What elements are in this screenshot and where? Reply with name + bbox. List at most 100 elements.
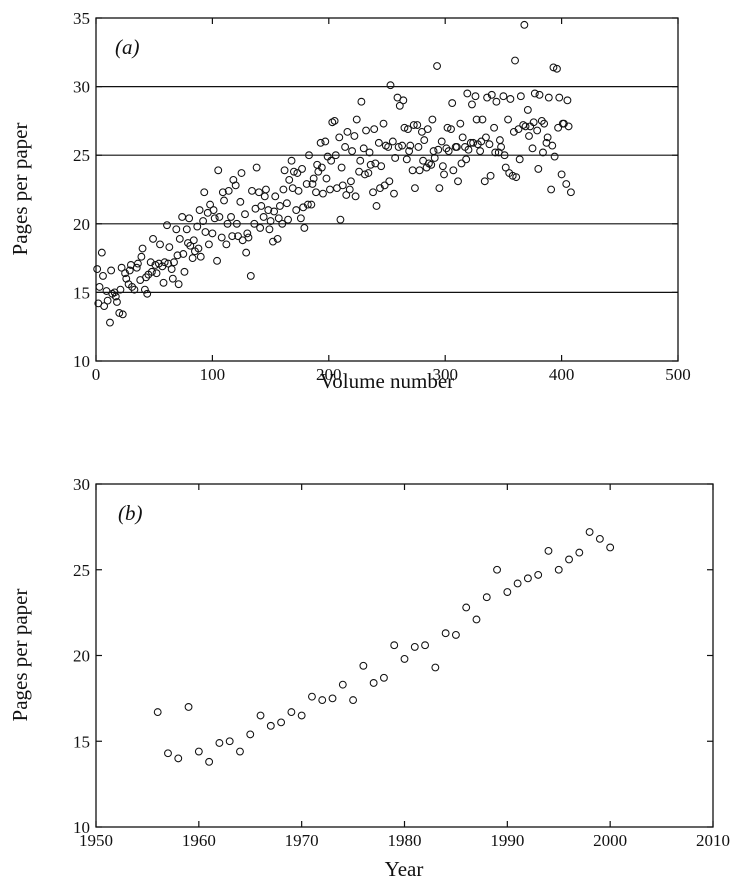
data-point xyxy=(266,217,275,225)
data-point xyxy=(520,20,529,29)
data-point xyxy=(495,136,504,145)
data-point xyxy=(452,143,461,151)
data-point xyxy=(356,156,365,165)
data-point xyxy=(511,56,519,65)
panel-a-x-ticks xyxy=(95,18,679,361)
panel-a-y-ticks xyxy=(96,17,678,362)
data-point xyxy=(562,180,571,188)
data-point xyxy=(152,269,161,278)
data-point xyxy=(321,137,330,146)
data-point xyxy=(566,188,575,197)
data-point xyxy=(270,207,279,216)
data-point xyxy=(99,272,107,280)
data-point xyxy=(133,259,142,268)
data-point xyxy=(153,708,162,717)
data-point xyxy=(493,565,501,574)
data-point xyxy=(486,171,495,180)
data-point xyxy=(409,121,418,129)
data-point xyxy=(232,219,241,228)
data-point xyxy=(168,274,177,283)
data-point xyxy=(208,229,217,238)
data-point xyxy=(330,116,339,125)
data-point xyxy=(395,101,404,110)
panel-b-letter: b xyxy=(125,501,136,525)
data-point xyxy=(107,266,116,275)
data-point xyxy=(130,285,139,294)
data-point xyxy=(530,89,539,98)
data-point xyxy=(266,721,275,730)
data-point xyxy=(214,166,223,175)
data-point xyxy=(205,757,214,766)
data-point xyxy=(273,234,282,243)
data-point xyxy=(188,254,197,263)
data-point xyxy=(525,132,533,140)
x-tick-label: 300 xyxy=(432,365,458,384)
data-point xyxy=(234,232,242,241)
data-point xyxy=(111,292,120,301)
data-point xyxy=(504,115,512,124)
panel-b: 1950 1960 1970 1980 1990 2000 2010 1015202530 … xyxy=(8,475,730,881)
data-point xyxy=(528,144,537,153)
data-point xyxy=(472,115,481,124)
data-point xyxy=(540,119,549,128)
data-point xyxy=(170,258,178,267)
data-point xyxy=(223,219,232,228)
data-point xyxy=(491,148,500,157)
data-point xyxy=(256,711,265,720)
data-point xyxy=(388,137,397,146)
data-point xyxy=(265,225,274,234)
data-point xyxy=(222,240,231,249)
data-point xyxy=(404,125,412,134)
data-point xyxy=(305,151,313,160)
data-point xyxy=(533,126,542,135)
data-point xyxy=(231,181,240,190)
data-point xyxy=(585,528,594,536)
data-point xyxy=(554,123,563,132)
data-point xyxy=(316,138,325,147)
data-point xyxy=(478,115,487,124)
data-point xyxy=(398,141,407,150)
data-point xyxy=(429,147,438,156)
data-point xyxy=(106,318,114,327)
data-point xyxy=(544,93,553,102)
data-point xyxy=(421,641,429,650)
data-point xyxy=(472,615,481,624)
data-point xyxy=(308,692,316,701)
data-point xyxy=(384,143,393,151)
data-point xyxy=(427,160,436,169)
data-point xyxy=(399,96,408,105)
x-tick-label: 100 xyxy=(200,365,226,384)
data-point xyxy=(125,266,134,275)
data-point xyxy=(468,100,476,109)
x-tick-label: 1970 xyxy=(285,831,319,850)
data-point xyxy=(292,206,301,215)
data-point xyxy=(180,267,189,276)
data-point xyxy=(457,159,466,168)
data-point xyxy=(284,215,292,224)
data-point xyxy=(156,240,164,249)
data-point xyxy=(93,265,102,274)
panel-a-reference-lines xyxy=(96,85,678,293)
data-point xyxy=(182,225,191,234)
data-point xyxy=(248,186,256,195)
data-point xyxy=(476,147,485,156)
data-point xyxy=(294,186,303,195)
data-point xyxy=(514,125,523,134)
data-point xyxy=(244,233,253,242)
panel-b-x-tick-labels: 1950 1960 1970 1980 1990 2000 2010 xyxy=(79,831,730,850)
data-point xyxy=(209,206,218,215)
data-point xyxy=(440,170,448,179)
data-point xyxy=(282,199,291,208)
data-point xyxy=(485,140,494,149)
data-point xyxy=(210,214,219,223)
data-point xyxy=(201,228,210,236)
data-point xyxy=(565,555,573,564)
data-point xyxy=(523,574,532,583)
y-tick-label: 20 xyxy=(73,647,90,666)
data-point xyxy=(264,206,273,215)
data-point xyxy=(200,188,209,197)
data-point xyxy=(431,663,440,672)
data-point xyxy=(242,248,251,257)
data-point xyxy=(128,282,137,291)
data-point xyxy=(257,202,266,210)
